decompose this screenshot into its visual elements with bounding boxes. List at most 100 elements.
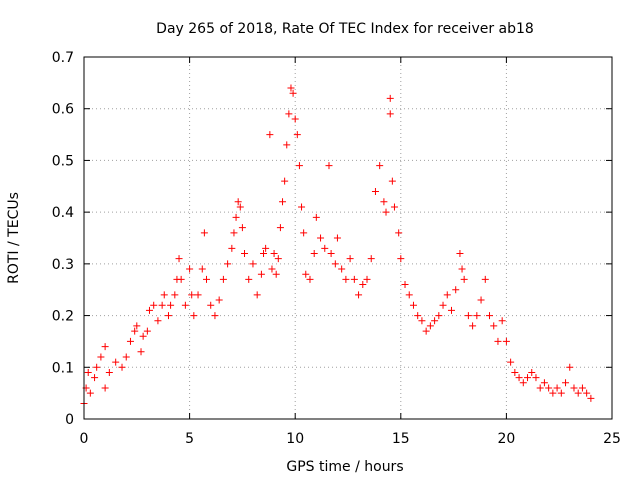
data-point [401, 281, 409, 289]
data-point [397, 255, 405, 263]
data-point [298, 203, 306, 211]
x-tick-label: 20 [497, 431, 515, 447]
data-points [80, 84, 595, 407]
data-point [105, 368, 113, 376]
data-point [293, 131, 301, 139]
data-point [583, 389, 591, 397]
data-point [236, 203, 244, 211]
data-point [376, 162, 384, 170]
data-point [281, 177, 289, 185]
data-point [549, 389, 557, 397]
x-tick-label: 10 [286, 431, 304, 447]
y-tick-label: 0.6 [52, 102, 74, 118]
data-point [515, 374, 523, 382]
data-point [219, 275, 227, 283]
data-point [291, 115, 299, 123]
y-tick-label: 0.3 [52, 257, 74, 273]
data-point [570, 384, 578, 392]
data-point [234, 198, 242, 206]
data-point [386, 110, 394, 118]
data-point [452, 286, 460, 294]
y-tick-label: 0.4 [52, 205, 74, 221]
data-point [494, 337, 502, 345]
data-point [131, 327, 139, 335]
data-point [164, 312, 172, 320]
data-point [306, 275, 314, 283]
data-point [232, 213, 240, 221]
data-point [574, 389, 582, 397]
data-point [310, 250, 318, 258]
data-point [122, 353, 130, 361]
data-point [545, 384, 553, 392]
y-axis-label: ROTI / TECUs [6, 192, 22, 284]
data-point [363, 275, 371, 283]
data-point [215, 296, 223, 304]
data-point [181, 301, 189, 309]
data-point [268, 265, 276, 273]
data-point [566, 363, 574, 371]
data-point [270, 250, 278, 258]
data-point [262, 244, 270, 252]
data-point [317, 234, 325, 242]
data-point [207, 301, 215, 309]
data-point [507, 358, 515, 366]
data-point [300, 229, 308, 237]
data-point [338, 265, 346, 273]
data-point [238, 224, 246, 232]
data-point [386, 94, 394, 102]
data-point [540, 379, 548, 387]
data-point [312, 213, 320, 221]
data-point [260, 250, 268, 258]
data-point [439, 301, 447, 309]
data-point [321, 244, 329, 252]
data-point [101, 384, 109, 392]
data-point [202, 275, 210, 283]
data-point [198, 265, 206, 273]
data-point [395, 229, 403, 237]
data-point [97, 353, 105, 361]
data-point [418, 317, 426, 325]
data-point [287, 84, 295, 92]
data-point [171, 291, 179, 299]
data-point [409, 301, 417, 309]
data-point [524, 374, 532, 382]
data-point [241, 250, 249, 258]
data-point [562, 379, 570, 387]
data-point [435, 312, 443, 320]
data-point [486, 312, 494, 320]
data-point [382, 208, 390, 216]
data-point [557, 389, 565, 397]
data-point [274, 255, 282, 263]
data-point [481, 275, 489, 283]
data-point [211, 312, 219, 320]
data-point [101, 343, 109, 351]
data-point [447, 306, 455, 314]
data-point [118, 363, 126, 371]
data-point [175, 255, 183, 263]
data-point [469, 322, 477, 330]
data-point [342, 275, 350, 283]
data-point [253, 291, 261, 299]
data-point [143, 327, 151, 335]
data-point [327, 250, 335, 258]
data-point [249, 260, 257, 268]
chart-title: Day 265 of 2018, Rate Of TEC Index for r… [156, 21, 534, 37]
data-point [390, 203, 398, 211]
data-point [405, 291, 413, 299]
data-point [279, 198, 287, 206]
data-point [371, 187, 379, 195]
data-point [126, 337, 134, 345]
data-point [443, 291, 451, 299]
data-point [460, 275, 468, 283]
data-point [587, 394, 595, 402]
data-point [532, 374, 540, 382]
data-point [464, 312, 472, 320]
data-point [325, 162, 333, 170]
data-point [167, 301, 175, 309]
data-point [285, 110, 293, 118]
data-point [346, 255, 354, 263]
data-point [257, 270, 265, 278]
data-point [93, 363, 101, 371]
data-point [536, 384, 544, 392]
